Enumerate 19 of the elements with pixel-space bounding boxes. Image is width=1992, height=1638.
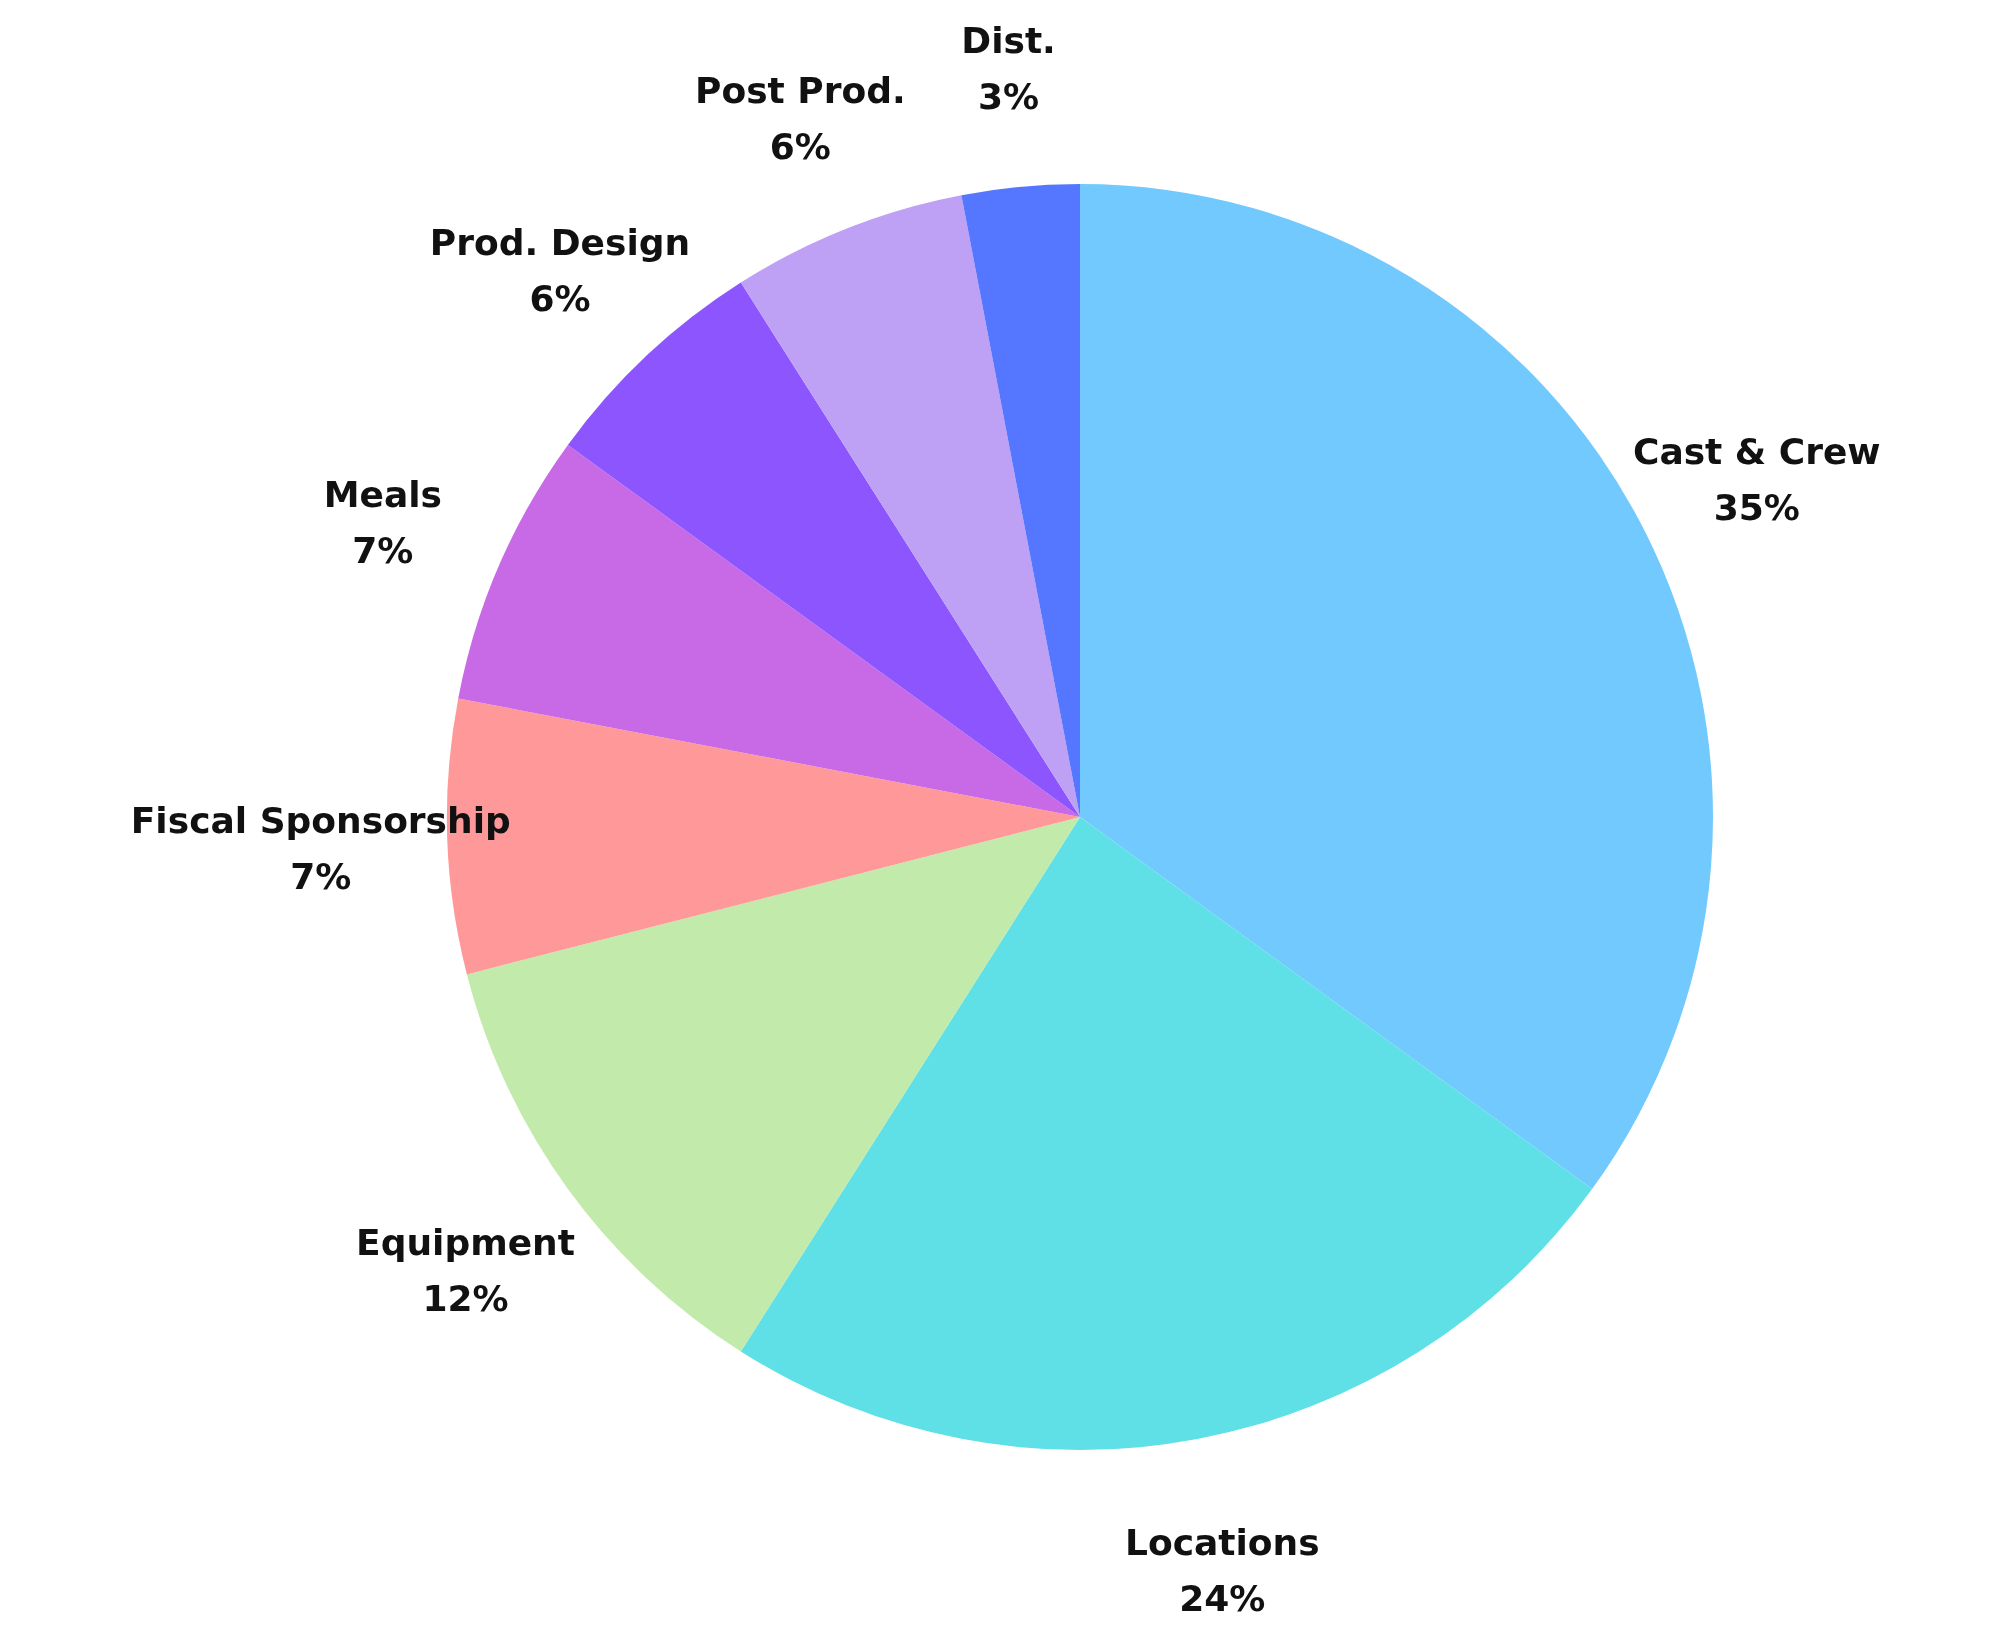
slice-label: Dist. (961, 19, 1056, 61)
data-label: 7% (352, 530, 414, 572)
slice-label: Equipment (356, 1222, 575, 1264)
slice-label: Locations (1125, 1522, 1320, 1564)
slice-label: Cast & Crew (1632, 431, 1881, 473)
slice-label: Prod. Design (429, 222, 691, 264)
data-label: 6% (769, 125, 831, 167)
slice-label: Fiscal Sponsorship (130, 799, 511, 841)
slice-label: Meals (323, 474, 443, 516)
data-label: 7% (290, 855, 352, 897)
pie-slice (740, 195, 1080, 817)
pie-slice (740, 817, 1593, 1449)
data-label: 12% (422, 1278, 509, 1320)
data-label: 35% (1713, 487, 1800, 529)
data-label: 6% (529, 278, 591, 320)
data-label: 3% (977, 75, 1040, 117)
data-label: 24% (1179, 1578, 1266, 1620)
slice-label: Post Prod. (695, 69, 906, 111)
pie-slice (961, 184, 1080, 817)
